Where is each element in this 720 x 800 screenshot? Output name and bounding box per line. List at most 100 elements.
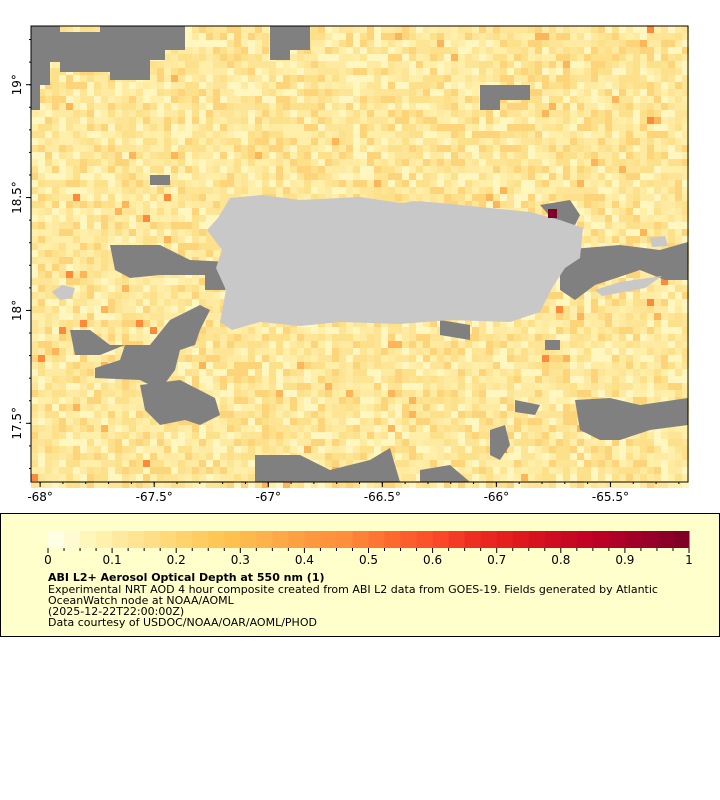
aod-cell (549, 89, 556, 96)
aod-cell (339, 390, 346, 397)
aod-cell (395, 54, 402, 61)
aod-cell (633, 131, 640, 138)
aod-cell (668, 236, 675, 243)
aod-cell (66, 194, 73, 201)
aod-cell (640, 306, 647, 313)
aod-cell (339, 180, 346, 187)
aod-cell (297, 334, 304, 341)
aod-cell (444, 68, 451, 75)
aod-cell (346, 145, 353, 152)
aod-cell (290, 103, 297, 110)
aod-cell (171, 313, 178, 320)
aod-cell (185, 54, 192, 61)
aod-cell (178, 166, 185, 173)
aod-cell (381, 47, 388, 54)
aod-cell (416, 103, 423, 110)
aod-cell (360, 47, 367, 54)
aod-cell (185, 103, 192, 110)
aod-cell (423, 61, 430, 68)
aod-cell (675, 362, 682, 369)
aod-cell (276, 61, 283, 68)
aod-cell (514, 152, 521, 159)
aod-cell (94, 187, 101, 194)
aod-cell (591, 306, 598, 313)
aod-cell (402, 124, 409, 131)
aod-cell (80, 103, 87, 110)
aod-cell (640, 26, 647, 33)
aod-cell (549, 313, 556, 320)
aod-cell (52, 103, 59, 110)
aod-cell (549, 327, 556, 334)
aod-cell (458, 341, 465, 348)
aod-cell (339, 348, 346, 355)
aod-cell (654, 306, 661, 313)
aod-cell (451, 131, 458, 138)
aod-cell (444, 166, 451, 173)
aod-cell (479, 383, 486, 390)
aod-cell (682, 54, 689, 61)
aod-cell (451, 194, 458, 201)
aod-cell (563, 75, 570, 82)
aod-cell (563, 383, 570, 390)
aod-cell (87, 236, 94, 243)
aod-cell (45, 82, 52, 89)
aod-cell (87, 152, 94, 159)
aod-cell (514, 341, 521, 348)
aod-cell (367, 173, 374, 180)
aod-cell (318, 117, 325, 124)
aod-cell (675, 376, 682, 383)
aod-cell (437, 89, 444, 96)
aod-cell (563, 390, 570, 397)
aod-cell (136, 285, 143, 292)
aod-cell (227, 131, 234, 138)
aod-cell (535, 320, 542, 327)
aod-cell (164, 201, 171, 208)
aod-cell (591, 390, 598, 397)
aod-cell (234, 33, 241, 40)
aod-cell (563, 33, 570, 40)
aod-cell (514, 327, 521, 334)
aod-cell (143, 138, 150, 145)
aod-cell (227, 54, 234, 61)
aod-cell (66, 362, 73, 369)
aod-cell (682, 26, 689, 33)
aod-cell (598, 117, 605, 124)
aod-cell (654, 348, 661, 355)
aod-cell (654, 369, 661, 376)
aod-cell (304, 355, 311, 362)
aod-cell (535, 33, 542, 40)
aod-cell (332, 187, 339, 194)
aod-cell (234, 117, 241, 124)
aod-cell (241, 131, 248, 138)
aod-cell (675, 75, 682, 82)
aod-cell (73, 75, 80, 82)
aod-cell (52, 201, 59, 208)
aod-cell (227, 68, 234, 75)
aod-cell (192, 89, 199, 96)
aod-cell (549, 117, 556, 124)
aod-cell (220, 201, 227, 208)
aod-cell (38, 299, 45, 306)
aod-cell (633, 40, 640, 47)
aod-cell (472, 334, 479, 341)
aod-cell (332, 166, 339, 173)
aod-cell (542, 313, 549, 320)
aod-cell (619, 187, 626, 194)
aod-cell (437, 355, 444, 362)
aod-cell (31, 243, 38, 250)
aod-cell (528, 82, 535, 89)
aod-cell (661, 173, 668, 180)
aod-cell (591, 26, 598, 33)
aod-cell (472, 40, 479, 47)
aod-cell (570, 166, 577, 173)
aod-cell (66, 348, 73, 355)
aod-cell (563, 166, 570, 173)
aod-cell (465, 376, 472, 383)
aod-cell (31, 313, 38, 320)
aod-cell (437, 33, 444, 40)
aod-cell (129, 292, 136, 299)
aod-cell (402, 173, 409, 180)
aod-cell (248, 26, 255, 33)
aod-cell (59, 271, 66, 278)
aod-cell (647, 299, 654, 306)
